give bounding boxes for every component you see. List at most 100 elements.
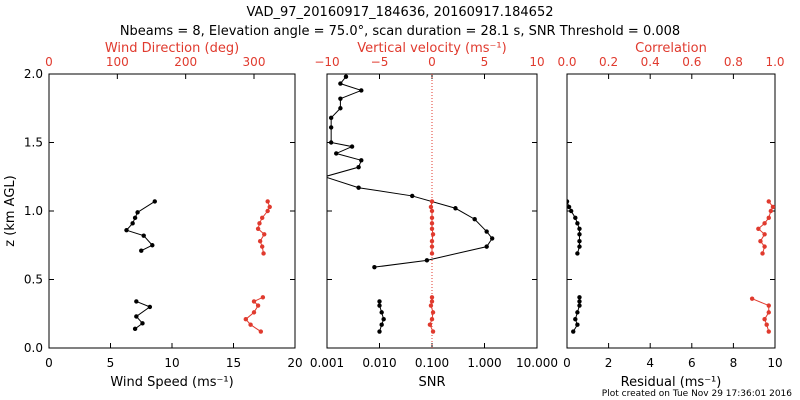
data-point xyxy=(429,251,435,256)
data-point xyxy=(762,244,767,249)
data-point xyxy=(260,215,265,221)
x-top-tick-label: 0 xyxy=(45,55,53,69)
data-point xyxy=(429,299,435,304)
data-point xyxy=(150,243,155,248)
data-point xyxy=(338,81,343,86)
x-top-axis-label: Correlation xyxy=(635,41,707,56)
data-point xyxy=(429,295,435,300)
series-line xyxy=(125,200,156,252)
x-top-axis-label: Vertical velocity (ms⁻¹) xyxy=(357,41,506,56)
x-top-tick-label: 0.8 xyxy=(724,55,743,69)
x-bottom-tick-label: 0 xyxy=(563,356,571,370)
data-point xyxy=(379,322,384,327)
data-point xyxy=(428,303,434,308)
data-point xyxy=(758,238,763,244)
data-point xyxy=(261,251,266,256)
x-bottom-axis-label: Wind Speed (ms⁻¹) xyxy=(110,375,233,390)
panel-3: 0 2 4 6 8 10 0.0 0.2 0.4 0.6 0.8 1.0 Residual (ms⁻¹)… xyxy=(557,41,784,390)
data-point xyxy=(762,317,767,322)
data-point xyxy=(430,310,436,315)
y-tick-label: 0.5 xyxy=(24,273,43,287)
data-point xyxy=(328,140,334,145)
x-top-tick-label: 200 xyxy=(174,55,197,69)
data-point xyxy=(255,303,261,308)
data-point xyxy=(489,236,495,241)
x-bottom-tick-label: 15 xyxy=(226,356,241,370)
x-bottom-tick-label: 0.100 xyxy=(415,356,449,370)
data-point xyxy=(377,299,382,304)
data-point xyxy=(265,199,270,204)
data-point xyxy=(766,310,771,315)
data-point xyxy=(255,226,261,232)
data-point xyxy=(429,244,435,249)
series-2 xyxy=(749,199,775,334)
data-point xyxy=(328,115,334,121)
data-point xyxy=(770,204,775,210)
data-point xyxy=(334,151,339,156)
x-top-tick-label: 5 xyxy=(481,55,489,69)
data-point xyxy=(453,206,458,211)
data-point xyxy=(338,106,343,111)
series-line xyxy=(567,201,580,254)
data-point xyxy=(260,295,266,300)
data-point xyxy=(756,226,761,232)
data-point xyxy=(124,227,129,233)
data-point xyxy=(577,238,582,244)
data-point xyxy=(484,244,489,249)
data-point xyxy=(257,238,263,244)
data-point xyxy=(429,221,435,226)
x-top-tick-label: 0.6 xyxy=(682,55,701,69)
data-point xyxy=(567,199,570,204)
data-point xyxy=(410,193,415,199)
series-1 xyxy=(327,74,495,334)
data-point xyxy=(575,322,580,327)
data-point xyxy=(135,210,140,215)
data-point xyxy=(575,221,580,226)
data-point xyxy=(427,322,433,327)
data-point xyxy=(381,317,386,322)
x-bottom-tick-label: 5 xyxy=(107,356,115,370)
x-top-tick-label: 0.4 xyxy=(641,55,660,69)
data-point xyxy=(575,310,580,315)
data-point xyxy=(152,199,157,204)
data-point xyxy=(577,232,582,237)
title-line-1: VAD_97_20160917_184636, 20160917.184652 xyxy=(247,5,554,20)
data-point xyxy=(573,317,578,322)
series-line xyxy=(757,201,774,254)
data-point xyxy=(257,221,262,226)
data-point xyxy=(429,238,435,244)
data-point xyxy=(577,295,582,300)
data-point xyxy=(577,244,582,249)
data-point xyxy=(139,248,144,253)
data-point xyxy=(429,199,435,204)
data-point xyxy=(484,229,489,234)
series-1 xyxy=(124,199,157,332)
x-bottom-tick-label: 0 xyxy=(45,356,53,370)
data-point xyxy=(265,208,270,214)
data-point xyxy=(338,96,343,101)
data-point xyxy=(356,185,361,190)
x-bottom-tick-label: 1.000 xyxy=(467,356,501,370)
title-line-2: Nbeams = 8, Elevation angle = 75.0°, sca… xyxy=(120,24,680,39)
x-bottom-tick-label: 0.001 xyxy=(310,356,344,370)
data-point xyxy=(141,233,146,238)
data-point xyxy=(577,303,582,308)
data-point xyxy=(377,329,382,334)
data-point xyxy=(762,221,767,226)
x-top-tick-label: 0.2 xyxy=(599,55,618,69)
data-point xyxy=(248,322,253,327)
x-bottom-axis-label: SNR xyxy=(418,375,445,390)
x-bottom-axis-label: Residual (ms⁻¹) xyxy=(621,375,722,390)
plot-created-footer: Plot created on Tue Nov 29 17:36:01 2016 xyxy=(602,389,792,399)
x-top-tick-label: 10 xyxy=(529,55,544,69)
y-tick-label: 1.5 xyxy=(24,136,43,150)
x-top-tick-label: −5 xyxy=(371,55,389,69)
x-top-tick-label: −10 xyxy=(314,55,339,69)
data-point xyxy=(260,244,265,249)
y-tick-label: 1.0 xyxy=(24,204,43,218)
data-point xyxy=(567,204,572,210)
x-top-tick-label: 300 xyxy=(243,55,266,69)
data-point xyxy=(262,232,267,237)
